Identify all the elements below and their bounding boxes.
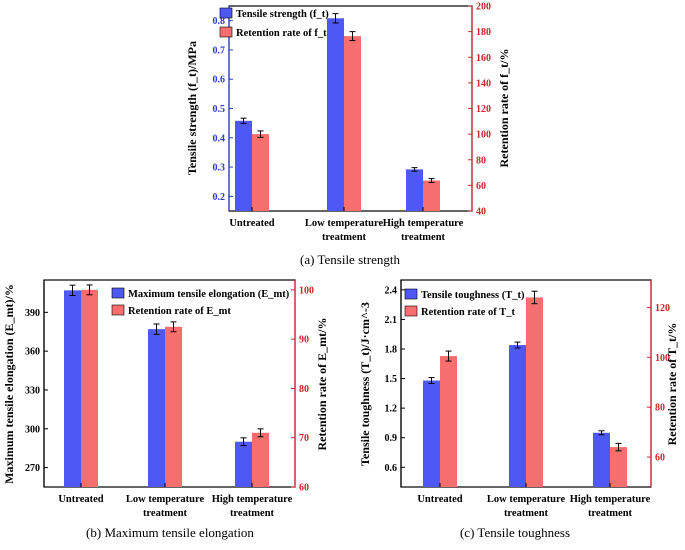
y-tick-label: 270 — [25, 463, 40, 474]
legend-label: Tensile toughness (T_t) — [421, 290, 525, 301]
panel-a-right-axis-title: Retention rate of f_t/% — [497, 49, 511, 168]
y2-tick-label: 100 — [476, 130, 491, 141]
y-tick-label: 0.6 — [213, 75, 226, 86]
y2-tick-label: 200 — [476, 2, 491, 13]
panel-c-left-axis-title: Tensile toughness (T_t)/J·cm^-3 — [358, 302, 372, 466]
bar — [252, 134, 269, 211]
y2-tick-label: 60 — [476, 181, 486, 192]
bar — [440, 356, 457, 487]
legend-swatch-red — [404, 305, 418, 317]
y-tick-label: 2.1 — [385, 315, 398, 326]
legend-swatch-red — [111, 304, 125, 316]
bar — [235, 120, 252, 211]
bar — [165, 326, 182, 487]
x-tick-label: Low temperature — [305, 218, 384, 229]
y-tick-label: 330 — [25, 385, 40, 396]
y2-tick-label: 70 — [299, 433, 309, 444]
y-tick-label: 0.6 — [385, 463, 398, 474]
bar — [327, 18, 344, 211]
y2-tick-label: 90 — [299, 335, 309, 346]
y2-tick-label: 120 — [655, 303, 670, 314]
y2-tick-label: 140 — [476, 78, 491, 89]
panel-c-legend: Tensile toughness (T_t) Retention rate o… — [404, 288, 525, 318]
bar — [344, 36, 361, 211]
legend-label: Retention rate of f_t — [236, 28, 327, 39]
y2-tick-label: 160 — [476, 53, 491, 64]
y-tick-label: 0.5 — [213, 104, 226, 115]
bar — [252, 432, 269, 487]
y-tick-label: 1.8 — [385, 345, 398, 356]
bar — [235, 441, 252, 487]
y-tick-label: 300 — [25, 424, 40, 435]
panel-c-caption: (c) Tensile toughness — [460, 525, 570, 540]
y-tick-label: 0.9 — [385, 433, 398, 444]
x-tick-label: Low temperature — [126, 494, 205, 505]
bar — [423, 180, 440, 211]
legend-swatch-blue — [219, 7, 233, 19]
bar — [593, 432, 610, 487]
y-tick-label: 0.8 — [213, 16, 226, 27]
bar — [81, 289, 98, 487]
panel-a: 0.2 0.3 0.4 0.5 0.6 0.7 0.8 40 60 80 100 120 140 160 1… — [185, 2, 511, 268]
x-tick-label: treatment — [401, 232, 446, 243]
y2-tick-label: 60 — [299, 483, 309, 494]
x-tick-label: High temperature — [570, 494, 651, 505]
panel-c: 0.6 0.9 1.2 1.5 1.8 2.1 2.4 60 80 100 120 Untreated… — [358, 279, 679, 540]
x-tick-label: treatment — [504, 508, 549, 519]
x-tick-label: Low temperature — [487, 494, 566, 505]
legend-label: Maximum tensile elongation (E_mt) — [128, 289, 290, 300]
x-tick-label: Untreated — [229, 218, 274, 229]
y2-tick-label: 100 — [655, 353, 670, 364]
y-tick-label: 1.2 — [385, 404, 398, 415]
x-tick-label: treatment — [588, 508, 633, 519]
legend-label: Tensile strength (f_t) — [236, 9, 329, 20]
y2-tick-label: 40 — [476, 207, 486, 218]
panel-a-left-axis-title: Tensile strength (f_t)/MPa — [185, 41, 199, 175]
y2-tick-label: 80 — [655, 403, 665, 414]
y2-tick-label: 80 — [476, 155, 486, 166]
panel-b-caption: (b) Maximum tensile elongation — [86, 525, 254, 540]
x-tick-label: High temperature — [212, 494, 293, 505]
x-tick-label: Untreated — [417, 494, 462, 505]
x-tick-label: treatment — [230, 508, 275, 519]
y-tick-label: 1.5 — [385, 374, 398, 385]
panel-c-right-axis-title: Retention rate of T_t/% — [665, 323, 679, 446]
bar — [148, 329, 165, 487]
bar — [610, 447, 627, 487]
y-tick-label: 0.4 — [213, 133, 226, 144]
x-tick-label: High temperature — [383, 218, 464, 229]
panel-b-legend: Maximum tensile elongation (E_mt) Retent… — [111, 287, 290, 317]
panel-b-right-axis-title: Retention rate of E_mt/% — [315, 318, 329, 451]
y2-tick-label: 80 — [299, 384, 309, 395]
bar — [526, 297, 543, 487]
bar — [423, 380, 440, 487]
y2-tick-label: 180 — [476, 27, 491, 38]
panel-a-caption: (a) Tensile strength — [300, 252, 400, 267]
y2-tick-label: 60 — [655, 453, 665, 464]
panel-b-left-axis-title: Maximum tensile elongation (E_mt)/% — [2, 284, 16, 484]
y-tick-label: 0.2 — [213, 192, 226, 203]
x-tick-label: treatment — [322, 232, 367, 243]
y-tick-label: 0.3 — [213, 163, 226, 174]
legend-swatch-blue — [404, 288, 418, 300]
legend-swatch-blue — [111, 287, 125, 299]
y-tick-label: 360 — [25, 347, 40, 358]
y2-tick-label: 120 — [476, 104, 491, 115]
panel-b: 270 300 330 360 390 60 70 80 90 100 Untreated Low t… — [2, 279, 329, 540]
bar — [64, 290, 81, 487]
x-tick-label: treatment — [143, 508, 188, 519]
bar — [406, 169, 423, 211]
legend-label: Retention rate of T_t — [421, 307, 515, 318]
y-tick-label: 0.7 — [213, 45, 226, 56]
legend-swatch-red — [219, 26, 233, 38]
y2-tick-label: 100 — [299, 285, 314, 296]
y-tick-label: 390 — [25, 308, 40, 319]
panel-a-legend: Tensile strength (f_t) Retention rate of… — [219, 7, 329, 39]
x-tick-label: Untreated — [58, 494, 103, 505]
y-tick-label: 2.4 — [385, 285, 398, 296]
bar — [509, 345, 526, 487]
legend-label: Retention rate of E_mt — [128, 306, 231, 317]
